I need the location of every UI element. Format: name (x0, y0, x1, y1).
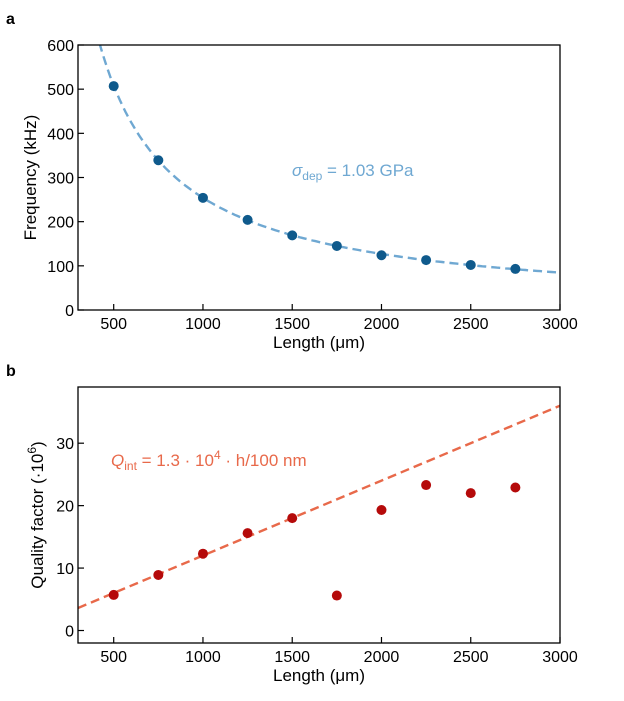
panel-a-ticks: 500 1000 1500 2000 2500 3000 0 100 200 300 400 500 6… (47, 38, 578, 333)
y-tick-label: 30 (56, 436, 74, 453)
fit-annotation-symbol: σ (292, 161, 303, 180)
fit-annotation-symbol: Q (111, 451, 124, 470)
data-point (376, 505, 387, 516)
y-label-superscript: 6 (25, 447, 39, 454)
x-tick-label: 3000 (542, 649, 578, 666)
data-point (242, 528, 253, 539)
x-tick-label: 1500 (274, 316, 310, 333)
fit-annotation-end: · h/100 nm (221, 451, 307, 470)
y-tick-label: 300 (47, 171, 74, 188)
data-point (108, 589, 119, 600)
data-point (465, 488, 476, 499)
data-point (242, 214, 253, 225)
x-tick-label: 2500 (453, 649, 489, 666)
panel-b-y-axis-label: Quality factor (·106) (25, 441, 47, 588)
data-point (510, 482, 521, 493)
x-tick-label: 2000 (364, 316, 400, 333)
panel-a: a 500 1000 1500 2000 2500 3000010020030040050… (6, 11, 578, 352)
data-point (421, 480, 432, 491)
fit-annotation-superscript: 4 (214, 448, 221, 462)
y-label-main: Quality factor (·10 (28, 454, 47, 589)
fit-line (98, 45, 560, 274)
x-tick-label: 3000 (542, 316, 578, 333)
x-tick-label: 1500 (274, 649, 310, 666)
data-point (197, 548, 208, 559)
fit-annotation-subscript: int (124, 459, 137, 473)
data-point (376, 250, 387, 261)
panel-a-data (98, 45, 560, 274)
panel-a-x-axis-label: Length (μm) (273, 333, 365, 352)
panel-b-fit-annotation: Qint = 1.3 · 104 · h/100 nm (111, 448, 307, 473)
fit-annotation-subscript: dep (302, 169, 322, 183)
y-tick-label: 10 (56, 561, 74, 578)
y-tick-label: 100 (47, 259, 74, 276)
data-point (331, 240, 342, 251)
x-tick-label: 1000 (185, 316, 221, 333)
data-point (331, 590, 342, 601)
y-tick-label: 500 (47, 82, 74, 99)
y-tick-label: 400 (47, 126, 74, 143)
y-tick-label: 20 (56, 499, 74, 516)
panel-b-x-axis-label: Length (μm) (273, 666, 365, 685)
x-tick-label: 2500 (453, 316, 489, 333)
x-tick-label: 500 (100, 649, 127, 666)
data-point (287, 513, 298, 524)
x-tick-label: 500 (100, 316, 127, 333)
y-tick-label: 0 (65, 624, 74, 641)
data-point (287, 230, 298, 241)
data-point (108, 81, 119, 92)
panel-a-fit-annotation: σdep = 1.03 GPa (292, 161, 414, 183)
x-tick-label: 2000 (364, 649, 400, 666)
fit-annotation-value: = 1.03 GPa (322, 161, 414, 180)
y-tick-label: 600 (47, 38, 74, 55)
panel-a-y-axis-label: Frequency (kHz) (21, 115, 40, 241)
y-tick-label: 200 (47, 215, 74, 232)
panel-b-data (78, 404, 560, 610)
fit-annotation-middle: = 1.3 · 10 (137, 451, 214, 470)
panel-b: b 500 1000 1500 2000 2500 3000 0 10 20 30 Length … (6, 363, 578, 685)
data-point (197, 192, 208, 203)
data-point (510, 263, 521, 274)
data-point (465, 259, 476, 270)
panel-b-label: b (6, 363, 16, 380)
y-tick-label: 0 (65, 303, 74, 320)
fit-line (78, 404, 560, 610)
data-point (153, 155, 164, 166)
panel-b-ticks: 500 1000 1500 2000 2500 3000 0 10 20 30 (56, 436, 578, 666)
data-point (153, 569, 164, 580)
x-tick-label: 1000 (185, 649, 221, 666)
y-label-end: ) (28, 441, 47, 447)
data-point (421, 255, 432, 266)
panel-a-label: a (6, 11, 15, 28)
panel-b-axes-frame (77, 386, 561, 644)
